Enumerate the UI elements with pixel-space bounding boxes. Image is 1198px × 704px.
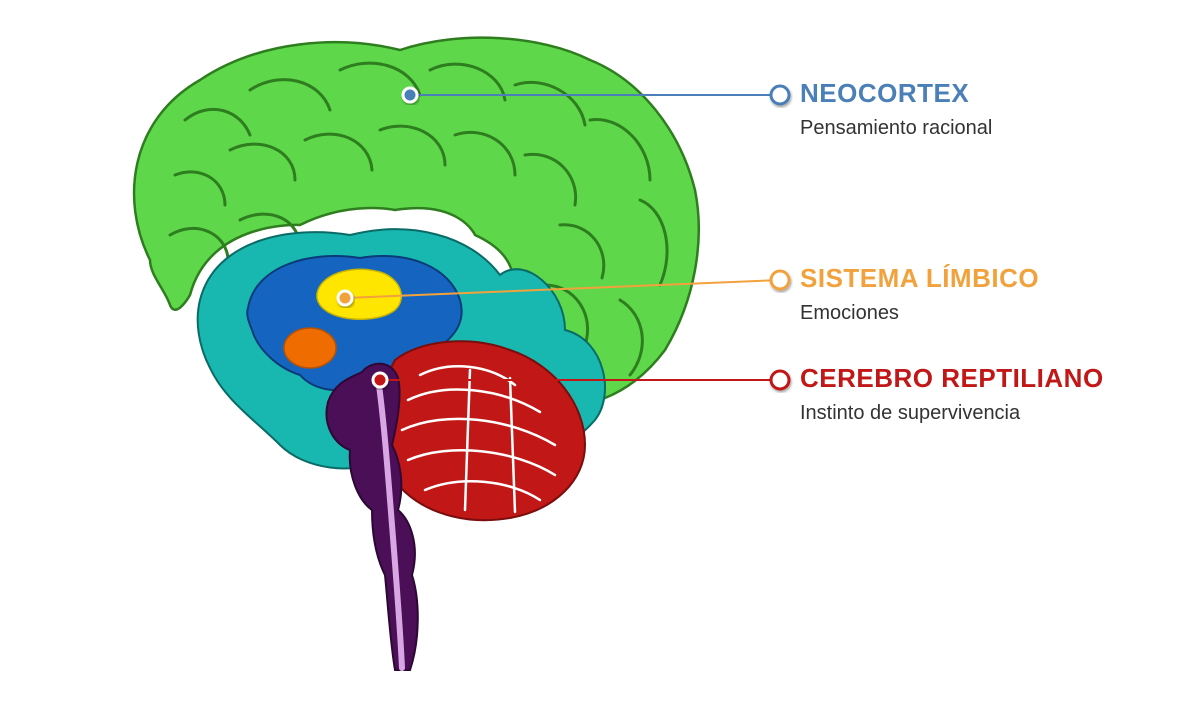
limbic-anchor-marker: [338, 291, 352, 305]
reptilian-label-group: CEREBRO REPTILIANO Instinto de superviven…: [800, 363, 1104, 425]
neocortex-label-group: NEOCORTEX Pensamiento racional: [800, 78, 992, 140]
limbic-label-subtitle: Emociones: [800, 302, 1039, 325]
neocortex-anchor-marker: [403, 88, 417, 102]
limbic-end-marker: [771, 271, 789, 289]
neocortex-label-subtitle: Pensamiento racional: [800, 117, 992, 140]
brain-diagram: [0, 0, 1198, 704]
reptilian-label-subtitle: Instinto de supervivencia: [800, 402, 1104, 425]
limbic-orange-region: [284, 328, 336, 368]
limbic-yellow-region: [317, 269, 401, 319]
reptilian-anchor-marker: [373, 373, 387, 387]
limbic-label-title: SISTEMA LÍMBICO: [800, 263, 1039, 294]
limbic-label-group: SISTEMA LÍMBICO Emociones: [800, 263, 1039, 325]
neocortex-end-marker: [771, 86, 789, 104]
reptilian-end-marker: [771, 371, 789, 389]
neocortex-label-title: NEOCORTEX: [800, 78, 992, 109]
reptilian-label-title: CEREBRO REPTILIANO: [800, 363, 1104, 394]
